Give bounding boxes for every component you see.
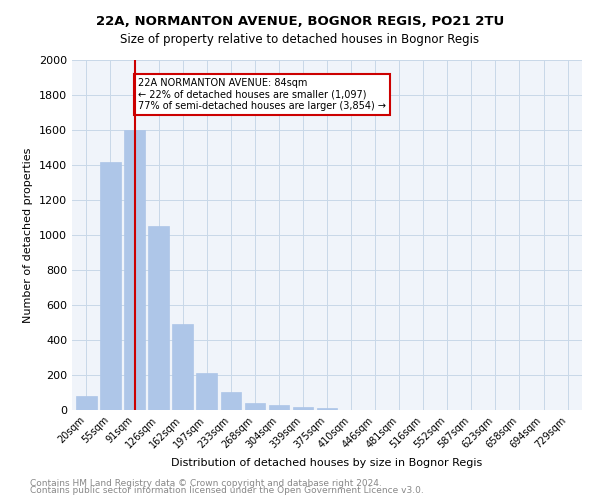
Bar [245,402,265,410]
Bar [148,226,169,410]
Bar [221,392,241,410]
Bar [293,407,313,410]
Bar [269,405,289,410]
Bar [317,408,337,410]
X-axis label: Distribution of detached houses by size in Bognor Regis: Distribution of detached houses by size … [172,458,482,468]
Bar [76,396,97,410]
Text: 22A, NORMANTON AVENUE, BOGNOR REGIS, PO21 2TU: 22A, NORMANTON AVENUE, BOGNOR REGIS, PO2… [96,15,504,28]
Bar [100,162,121,410]
Bar [196,373,217,410]
Bar [124,130,145,410]
Y-axis label: Number of detached properties: Number of detached properties [23,148,34,322]
Bar [172,324,193,410]
Text: 22A NORMANTON AVENUE: 84sqm
← 22% of detached houses are smaller (1,097)
77% of : 22A NORMANTON AVENUE: 84sqm ← 22% of det… [138,78,386,110]
Text: Size of property relative to detached houses in Bognor Regis: Size of property relative to detached ho… [121,32,479,46]
Text: Contains HM Land Registry data © Crown copyright and database right 2024.: Contains HM Land Registry data © Crown c… [30,478,382,488]
Text: Contains public sector information licensed under the Open Government Licence v3: Contains public sector information licen… [30,486,424,495]
